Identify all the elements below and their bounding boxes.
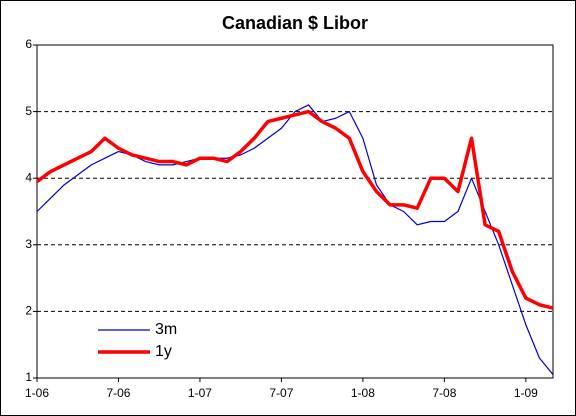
legend-label: 3m (155, 321, 177, 338)
y-tick-label: 2 (25, 304, 32, 318)
x-tick-label: 1-08 (351, 386, 375, 400)
y-tick-label: 1 (25, 370, 32, 384)
series-line (35, 109, 554, 310)
series-line (36, 104, 554, 376)
x-tick-label: 7-06 (106, 386, 130, 400)
chart-title: Canadian $ Libor (222, 13, 368, 33)
x-tick-label: 1-06 (25, 386, 49, 400)
y-tick-label: 3 (25, 237, 32, 251)
y-tick-label: 6 (25, 37, 32, 51)
x-tick-label: 7-08 (432, 386, 456, 400)
x-tick-label: 1-09 (514, 386, 538, 400)
legend-label: 1y (155, 343, 172, 360)
y-tick-label: 4 (25, 170, 32, 184)
x-tick-label: 7-07 (269, 386, 293, 400)
y-tick-label: 5 (25, 104, 32, 118)
x-tick-label: 1-07 (188, 386, 212, 400)
